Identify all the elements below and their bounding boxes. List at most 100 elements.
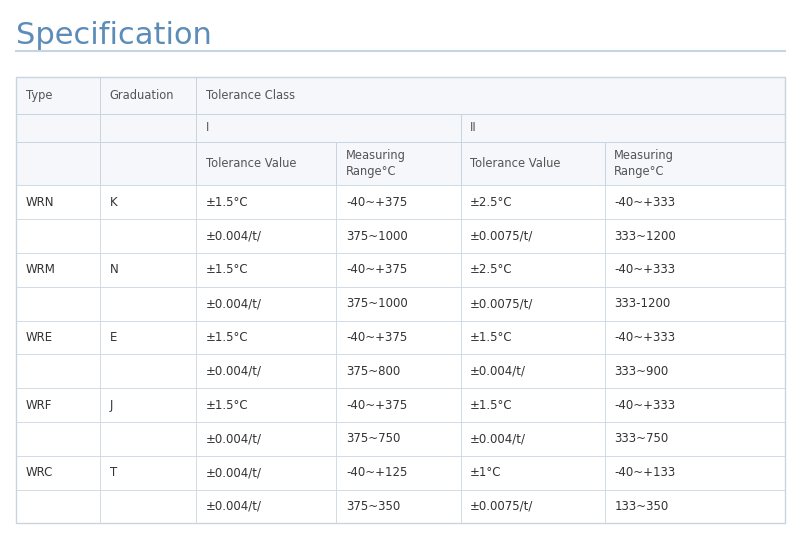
Bar — [16, 287, 100, 320]
Text: -40~+333: -40~+333 — [614, 195, 675, 209]
Bar — [196, 287, 336, 320]
Text: 333-1200: 333-1200 — [614, 297, 670, 310]
Bar — [16, 490, 100, 523]
Text: ±0.0075/t/: ±0.0075/t/ — [470, 297, 533, 310]
Text: II: II — [470, 121, 477, 134]
Text: ±0.0075/t/: ±0.0075/t/ — [470, 230, 533, 242]
Bar — [461, 388, 605, 422]
Text: 333~750: 333~750 — [614, 433, 669, 445]
Bar — [196, 185, 336, 219]
Text: -40~+125: -40~+125 — [346, 466, 408, 479]
Text: -40~+333: -40~+333 — [614, 331, 675, 344]
Bar — [196, 490, 336, 523]
Bar — [16, 422, 100, 456]
Text: ±0.004/t/: ±0.004/t/ — [206, 466, 262, 479]
Bar — [461, 320, 605, 355]
Text: 375~350: 375~350 — [346, 500, 400, 513]
Bar — [16, 219, 100, 253]
Text: ±0.004/t/: ±0.004/t/ — [206, 365, 262, 378]
Text: Measuring
Range°C: Measuring Range°C — [346, 149, 406, 178]
Bar — [196, 142, 336, 185]
Text: 333~1200: 333~1200 — [614, 230, 676, 242]
Text: ±0.004/t/: ±0.004/t/ — [470, 365, 526, 378]
Text: -40~+333: -40~+333 — [614, 398, 675, 412]
Bar — [461, 219, 605, 253]
Bar — [100, 388, 196, 422]
Text: ±2.5°C: ±2.5°C — [470, 195, 513, 209]
Bar — [16, 253, 100, 287]
Bar — [336, 185, 461, 219]
Text: -40~+375: -40~+375 — [346, 331, 407, 344]
Bar — [336, 456, 461, 490]
Text: Specification: Specification — [16, 21, 212, 50]
Text: -40~+133: -40~+133 — [614, 466, 675, 479]
Text: ±1.5°C: ±1.5°C — [470, 331, 513, 344]
Text: ±1.5°C: ±1.5°C — [206, 331, 248, 344]
Text: WRE: WRE — [26, 331, 53, 344]
Bar — [16, 77, 785, 523]
Text: WRF: WRF — [26, 398, 52, 412]
Bar — [336, 490, 461, 523]
Bar — [605, 355, 785, 388]
Text: T: T — [110, 466, 117, 479]
Text: ±1.5°C: ±1.5°C — [206, 263, 248, 276]
Bar — [336, 142, 461, 185]
Bar — [196, 77, 785, 114]
Bar — [16, 456, 100, 490]
Text: Tolerance Class: Tolerance Class — [206, 89, 295, 102]
Bar — [605, 422, 785, 456]
Bar — [605, 320, 785, 355]
Bar — [16, 388, 100, 422]
Text: 375~1000: 375~1000 — [346, 230, 408, 242]
Text: N: N — [110, 263, 119, 276]
Text: Tolerance Value: Tolerance Value — [206, 157, 296, 170]
Bar — [605, 388, 785, 422]
Bar — [605, 490, 785, 523]
Text: 375~1000: 375~1000 — [346, 297, 408, 310]
Bar — [605, 142, 785, 185]
Bar — [336, 388, 461, 422]
Text: ±1.5°C: ±1.5°C — [470, 398, 513, 412]
Text: ±0.004/t/: ±0.004/t/ — [206, 230, 262, 242]
Bar — [100, 142, 196, 185]
Bar — [16, 142, 100, 185]
Text: Graduation: Graduation — [110, 89, 175, 102]
Text: ±0.0075/t/: ±0.0075/t/ — [470, 500, 533, 513]
Bar — [16, 77, 100, 114]
Bar — [461, 355, 605, 388]
Bar — [605, 456, 785, 490]
Text: ±0.004/t/: ±0.004/t/ — [206, 297, 262, 310]
Text: Tolerance Value: Tolerance Value — [470, 157, 561, 170]
Bar — [16, 320, 100, 355]
Bar — [100, 114, 196, 142]
Bar — [196, 388, 336, 422]
Text: Type: Type — [26, 89, 52, 102]
Bar — [461, 490, 605, 523]
Bar — [196, 422, 336, 456]
Bar — [196, 456, 336, 490]
Text: I: I — [206, 121, 209, 134]
Bar — [16, 185, 100, 219]
Bar — [196, 219, 336, 253]
Text: ±0.004/t/: ±0.004/t/ — [206, 433, 262, 445]
Text: 375~750: 375~750 — [346, 433, 400, 445]
Bar — [461, 456, 605, 490]
Bar — [461, 114, 785, 142]
Bar — [336, 287, 461, 320]
Bar — [100, 287, 196, 320]
Text: WRN: WRN — [26, 195, 54, 209]
Bar — [16, 355, 100, 388]
Text: -40~+333: -40~+333 — [614, 263, 675, 276]
Bar — [461, 422, 605, 456]
Bar — [461, 185, 605, 219]
Text: -40~+375: -40~+375 — [346, 195, 407, 209]
Bar — [196, 114, 461, 142]
Bar — [16, 114, 100, 142]
Text: -40~+375: -40~+375 — [346, 263, 407, 276]
Text: ±1.5°C: ±1.5°C — [206, 398, 248, 412]
Text: 375~800: 375~800 — [346, 365, 400, 378]
Bar — [100, 320, 196, 355]
Bar — [100, 185, 196, 219]
Bar — [100, 219, 196, 253]
Bar — [605, 287, 785, 320]
